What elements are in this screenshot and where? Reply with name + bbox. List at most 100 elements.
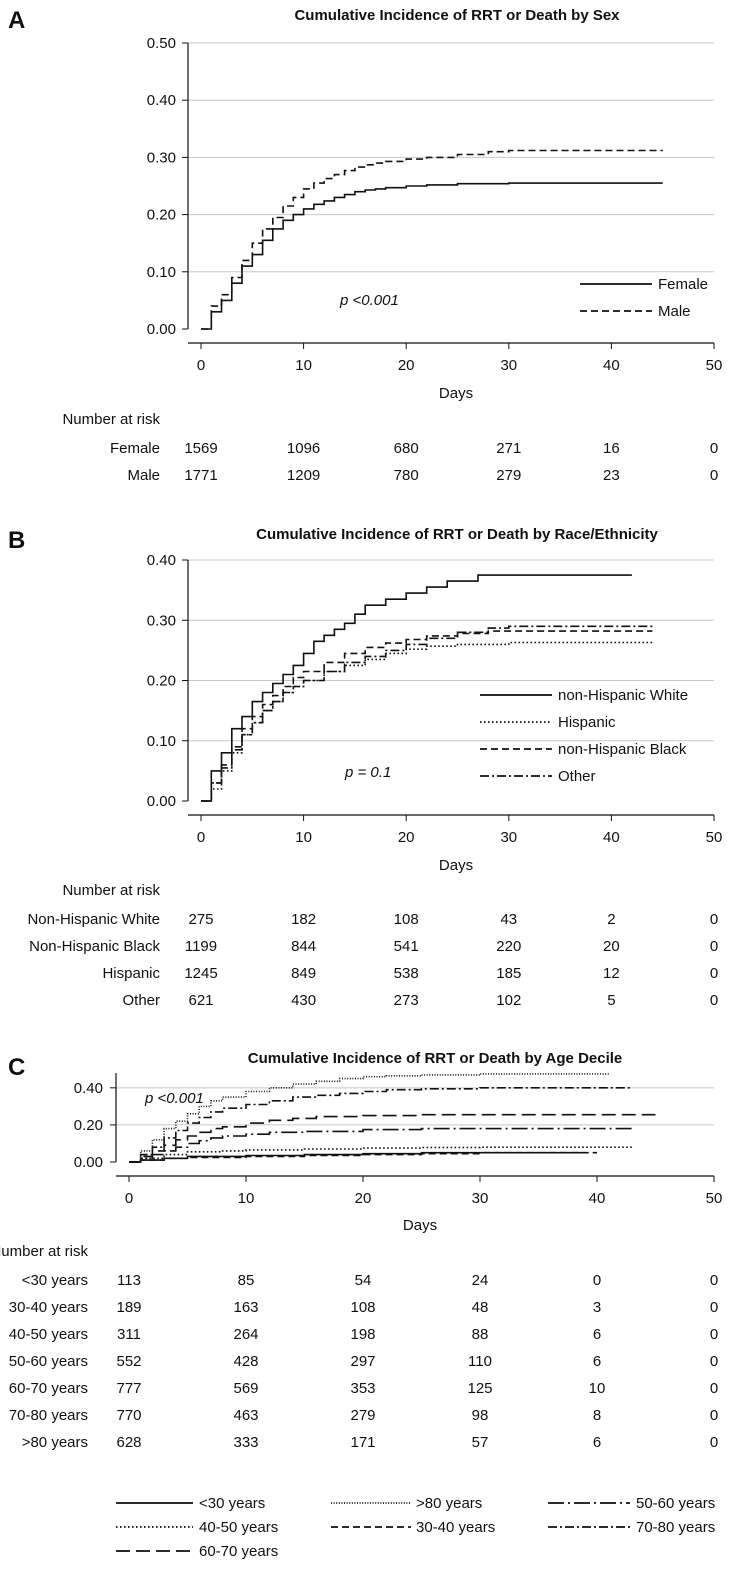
panel-letter: A <box>8 7 25 34</box>
risk-cell: 279 <box>350 1407 375 1424</box>
risk-cell: 110 <box>468 1353 492 1370</box>
risk-cell: 23 <box>603 467 620 484</box>
x-tick-label: 10 <box>238 1190 255 1207</box>
legend-label: >80 years <box>416 1495 482 1512</box>
risk-cell: 628 <box>116 1434 141 1451</box>
risk-cell: 271 <box>496 440 521 457</box>
y-tick-label: 0.10 <box>147 264 176 281</box>
series-line-non-hispanic-white <box>201 574 632 802</box>
risk-cell: 0 <box>710 1326 718 1343</box>
risk-cell: 185 <box>496 965 521 982</box>
risk-cell: 220 <box>496 938 521 955</box>
risk-cell: 12 <box>603 965 620 982</box>
risk-cell: 189 <box>116 1299 141 1316</box>
risk-row-label: 50-60 years <box>9 1353 88 1370</box>
risk-cell: 8 <box>593 1407 601 1424</box>
risk-cell: 353 <box>350 1380 375 1397</box>
x-tick-label: 20 <box>398 357 415 374</box>
panel-c: C Cumulative Incidence of RRT or Death by… <box>0 1050 722 1560</box>
series-line-70-80-years <box>129 1087 633 1163</box>
risk-cell: 0 <box>593 1272 601 1289</box>
x-tick-label: 20 <box>355 1190 372 1207</box>
panel-a: A Cumulative Incidence of RRT or Death by… <box>8 7 722 484</box>
risk-cell: 5 <box>607 992 615 1009</box>
risk-cell: 0 <box>710 1380 718 1397</box>
risk-row-label: 70-80 years <box>9 1407 88 1424</box>
risk-cell: 849 <box>291 965 316 982</box>
risk-cell: 552 <box>116 1353 141 1370</box>
x-tick-label: 0 <box>197 829 205 846</box>
risk-cell: 3 <box>593 1299 601 1316</box>
panel-letter: C <box>8 1054 25 1081</box>
y-tick-label: 0.30 <box>147 149 176 166</box>
chart-title: Cumulative Incidence of RRT or Death by … <box>294 7 620 24</box>
legend-label: Male <box>658 303 691 320</box>
risk-row-label: Non-Hispanic Black <box>29 938 160 955</box>
y-tick-label: 0.30 <box>147 612 176 629</box>
panel-letter: B <box>8 527 25 554</box>
y-tick-label: 0.10 <box>147 733 176 750</box>
x-axis-label: Days <box>403 1217 437 1234</box>
x-tick-label: 40 <box>589 1190 606 1207</box>
series-line-60-70-years <box>129 1113 656 1163</box>
risk-table: Number at risk Female 1569 1096 680 271 16 0 Mal… <box>62 411 718 484</box>
risk-cell: 108 <box>350 1299 375 1316</box>
risk-cell: 1209 <box>287 467 320 484</box>
chart-title: Cumulative Incidence of RRT or Death by … <box>256 526 658 543</box>
risk-cell: 273 <box>394 992 419 1009</box>
series-line-female <box>201 182 663 330</box>
risk-cell: 428 <box>233 1353 258 1370</box>
panel-b: B Cumulative Incidence of RRT or Death by… <box>8 526 722 1009</box>
risk-cell: 275 <box>188 911 213 928</box>
chart-title: Cumulative Incidence of RRT or Death by … <box>248 1050 623 1067</box>
legend-label: 70-80 years <box>636 1519 715 1536</box>
risk-cell: 264 <box>233 1326 258 1343</box>
risk-row-label: 30-40 years <box>9 1299 88 1316</box>
y-tick-label: 0.20 <box>147 673 176 690</box>
risk-row-label: 60-70 years <box>9 1380 88 1397</box>
series-line-50-60-years <box>129 1127 633 1163</box>
risk-cell: 1771 <box>184 467 217 484</box>
legend-label: Other <box>558 768 596 785</box>
risk-row-label: Other <box>122 992 160 1009</box>
legend-label: 60-70 years <box>199 1543 278 1560</box>
risk-cell: 163 <box>233 1299 258 1316</box>
risk-cell: 1199 <box>185 938 217 955</box>
series-line-non-hispanic-black <box>201 630 653 802</box>
risk-cell: 6 <box>593 1326 601 1343</box>
y-tick-label: 0.20 <box>74 1117 103 1134</box>
series-line-other <box>201 625 653 802</box>
risk-cell: 0 <box>710 440 718 457</box>
y-tick-label: 0.00 <box>147 321 176 338</box>
risk-cell: 102 <box>496 992 521 1009</box>
risk-cell: 88 <box>472 1326 489 1343</box>
risk-cell: 10 <box>589 1380 606 1397</box>
risk-table-header: Number at risk <box>62 882 160 899</box>
risk-cell: 48 <box>472 1299 489 1316</box>
legend-label: non-Hispanic White <box>558 687 688 704</box>
risk-cell: 844 <box>291 938 316 955</box>
risk-cell: 0 <box>710 467 718 484</box>
series-line-hispanic <box>201 641 653 802</box>
risk-cell: 24 <box>472 1272 489 1289</box>
risk-row-label: 40-50 years <box>9 1326 88 1343</box>
legend-label: 30-40 years <box>416 1519 495 1536</box>
x-tick-label: 50 <box>706 1190 723 1207</box>
series-line-40-50-years <box>129 1146 633 1163</box>
risk-cell: 98 <box>472 1407 489 1424</box>
risk-cell: 6 <box>593 1353 601 1370</box>
x-tick-label: 0 <box>125 1190 133 1207</box>
legend: <30 years >80 years 50-60 years 40-50 years… <box>116 1495 715 1560</box>
x-tick-label: 40 <box>603 357 620 374</box>
p-value: p <0.001 <box>339 292 399 309</box>
x-tick-label: 10 <box>295 357 312 374</box>
x-tick-label: 0 <box>197 357 205 374</box>
risk-cell: 279 <box>496 467 521 484</box>
x-tick-label: 10 <box>295 829 312 846</box>
x-axis-label: Days <box>439 385 473 402</box>
x-tick-label: 30 <box>500 357 517 374</box>
risk-cell: 780 <box>394 467 419 484</box>
risk-cell: 182 <box>291 911 316 928</box>
y-tick-label: 0.20 <box>147 207 176 224</box>
